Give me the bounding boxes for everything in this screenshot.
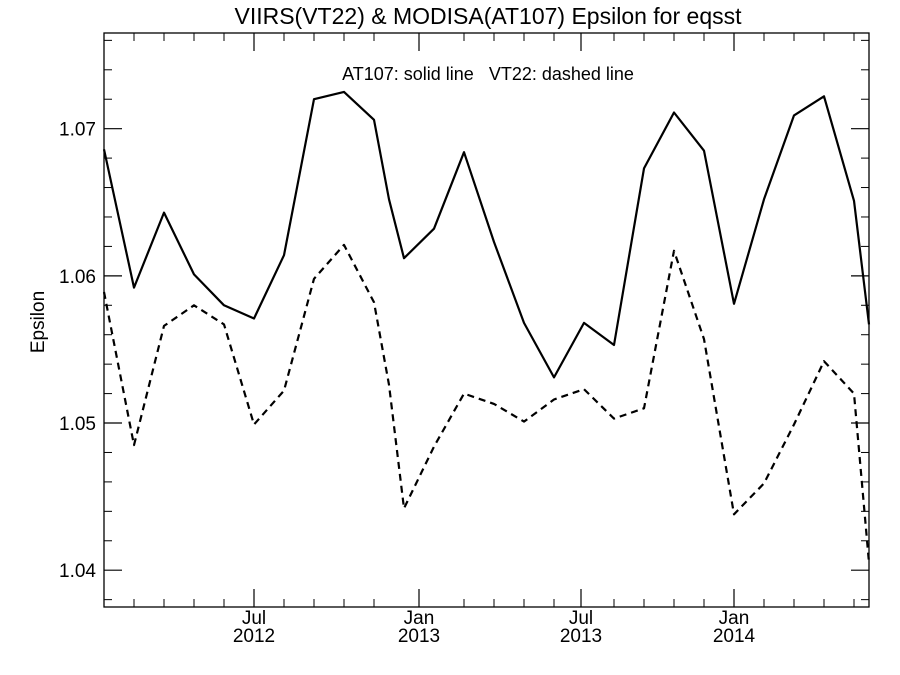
y-axis-label: Epsilon — [28, 291, 49, 353]
y-tick-label: 1.04 — [59, 561, 96, 582]
x-tick-month-label: Jul — [242, 608, 266, 629]
x-tick-month-label: Jul — [569, 608, 593, 629]
y-tick-label: 1.05 — [59, 414, 96, 435]
plot-frame — [103, 32, 870, 608]
y-tick-label: 1.06 — [59, 267, 96, 288]
x-tick-year-label: 2014 — [713, 626, 756, 647]
axis-ticks: 1.041.051.061.07Jul2012Jan2013Jul2013Jan… — [59, 33, 869, 647]
x-tick-month-label: Jan — [404, 608, 435, 629]
series-annotation: AT107: solid line VT22: dashed line — [342, 64, 634, 84]
y-tick-label: 1.07 — [59, 120, 96, 141]
x-tick-month-label: Jan — [719, 608, 750, 629]
vt22-dashed-line — [102, 243, 871, 563]
x-tick-year-label: 2013 — [560, 626, 602, 647]
series-layer — [102, 90, 871, 563]
chart-title: VIIRS(VT22) & MODISA(AT107) Epsilon for … — [234, 3, 742, 29]
x-tick-year-label: 2013 — [398, 626, 440, 647]
x-tick-year-label: 2012 — [233, 626, 275, 647]
at107-solid-line — [102, 90, 871, 379]
